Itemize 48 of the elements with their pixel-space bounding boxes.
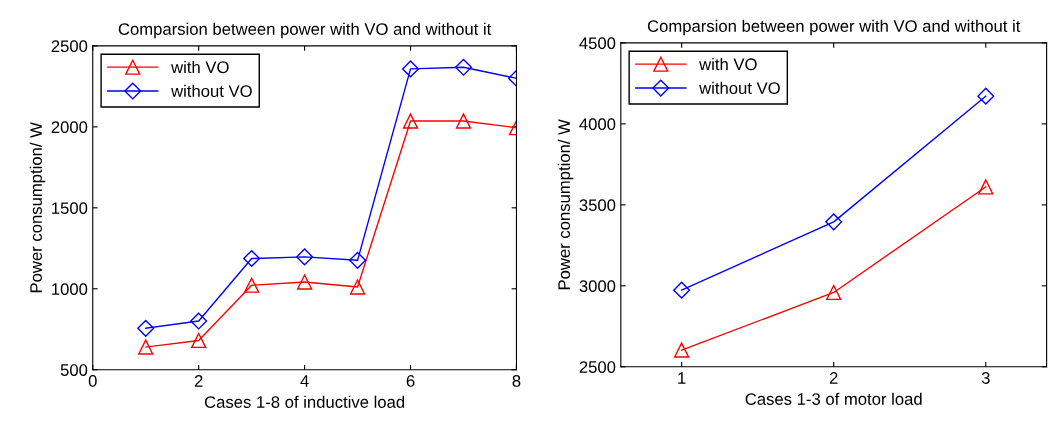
x-axis-title: Cases 1-3 of motor load [745, 392, 922, 405]
point [137, 319, 155, 337]
point [190, 312, 208, 330]
y-tick-label: 500 [60, 364, 88, 376]
y-axis-title: Power consumption/ W [29, 122, 46, 293]
y-tick-label: 3500 [579, 199, 616, 212]
point [825, 213, 843, 231]
point [401, 60, 420, 78]
x-tick-label: 1 [678, 372, 686, 384]
x-tick-label: 8 [512, 375, 521, 387]
x-tick-label: 0 [88, 375, 97, 387]
y-tick-label: 2000 [51, 121, 88, 134]
y-tick-label: 4500 [579, 37, 616, 50]
y-tick-label: 1000 [52, 283, 88, 295]
legend-label: with VO [699, 57, 757, 71]
point [138, 339, 154, 355]
point [455, 113, 472, 129]
x-tick-label: 2 [194, 375, 203, 387]
y-tick-label: 1500 [52, 202, 88, 215]
point [673, 281, 691, 299]
point [673, 342, 690, 358]
point [296, 274, 313, 290]
y-tick-label: 2500 [579, 361, 616, 373]
point [978, 179, 994, 195]
point [454, 58, 473, 76]
point [296, 248, 314, 266]
point [349, 251, 367, 269]
x-tick-label: 6 [406, 375, 415, 387]
y-tick-label: 3000 [579, 280, 616, 293]
point [826, 284, 842, 301]
x-axis-title: Cases 1-8 of inductive load [204, 395, 405, 408]
y-tick-label: 2500 [51, 40, 88, 53]
point [402, 113, 419, 129]
legend-label: without VO [171, 84, 252, 98]
point [349, 279, 366, 295]
x-tick-label: 4 [300, 375, 309, 387]
chart-title: Comparsion between power with VO and without it [647, 19, 1021, 36]
y-axis-title: Power consumption/ W [557, 119, 574, 290]
point [243, 249, 261, 268]
chart-title: Comparsion between power with VO and without it [118, 22, 492, 39]
legend-label: with VO [171, 60, 229, 74]
x-tick-label: 2 [829, 372, 838, 384]
legend-label: without VO [699, 81, 780, 95]
point [977, 87, 995, 105]
point [244, 277, 260, 293]
x-tick-label: 3 [981, 372, 990, 384]
y-tick-label: 4000 [579, 118, 616, 131]
point [191, 332, 207, 349]
